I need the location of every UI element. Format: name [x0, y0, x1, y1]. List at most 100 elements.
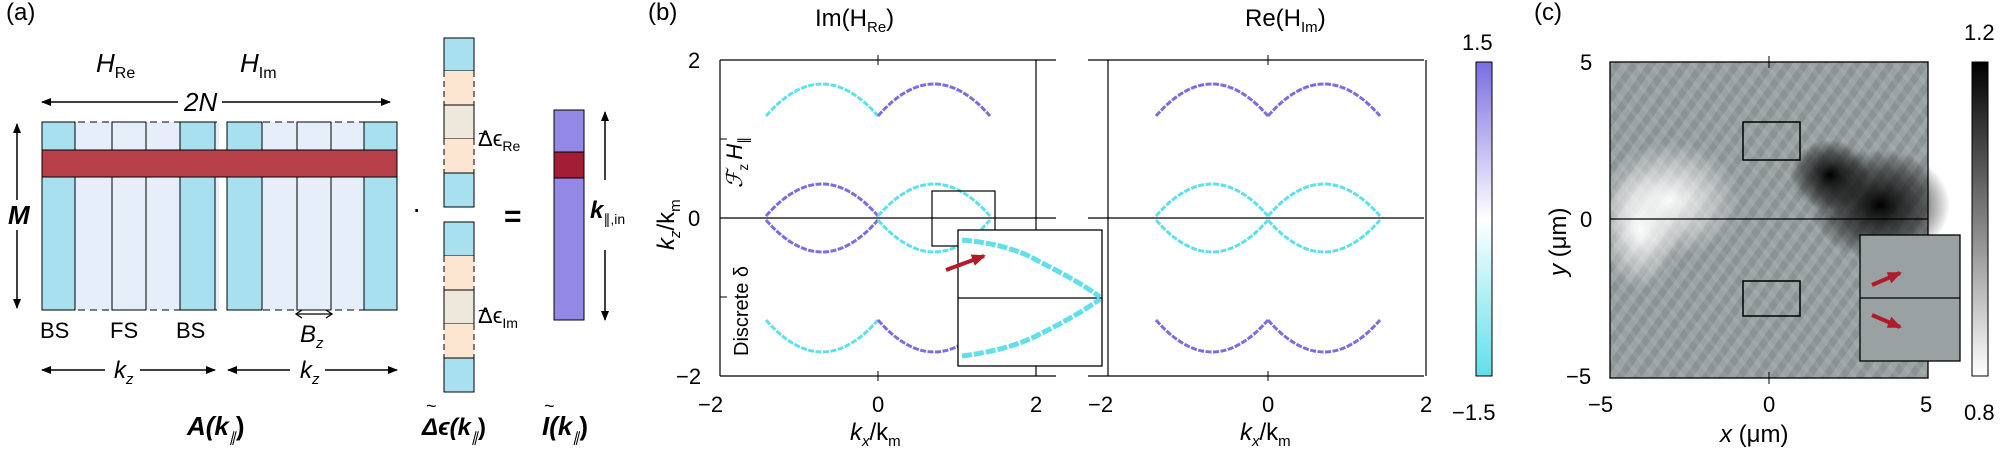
band-arc	[764, 82, 880, 117]
band-arc	[1154, 219, 1270, 254]
x-tick-label: −5	[1588, 392, 1613, 417]
tilde-caption-i: ~	[544, 396, 555, 416]
plot-right	[1088, 55, 1427, 381]
band-arc	[764, 182, 880, 217]
colorbar-b-min: −1.5	[1452, 400, 1495, 425]
colorbar-c-min: 0.8	[1964, 400, 1995, 425]
panel-a-label: (a)	[6, 0, 35, 26]
band-arc	[764, 319, 880, 354]
x-tick-label: 5	[1920, 392, 1932, 417]
y-tick-label: 0	[688, 206, 700, 231]
y-tick-label: 0	[1580, 207, 1592, 232]
col-label-fs: FS	[110, 318, 138, 343]
panel-a: (a) HRe HIm 2N M	[6, 0, 625, 445]
vec-cell	[444, 139, 474, 173]
kz-left-label: kz	[114, 357, 134, 388]
roi-box-bottom	[1742, 280, 1801, 317]
band-arc	[876, 82, 992, 117]
col-label-bs-left: BS	[40, 318, 69, 343]
inset-c-arrow-down	[1871, 313, 1902, 329]
vec-cell	[443, 289, 475, 325]
band-arc	[1266, 319, 1382, 354]
band-arc	[1266, 182, 1382, 217]
x-tick-label: 0	[872, 392, 884, 417]
colorbar-c-max: 1.2	[1964, 20, 1995, 45]
caption-eps: Δϵ(k∥)	[421, 414, 486, 445]
dot-operator: ·	[412, 193, 421, 224]
annotation-fourier: ℱzH∥	[722, 137, 751, 188]
two-n-label: 2N	[183, 87, 217, 117]
vec-cell	[444, 256, 474, 290]
y-tick-label: −2	[676, 364, 701, 389]
x-axis-label-left: kx/km	[850, 419, 901, 450]
k-par-in-label: k∥,in	[590, 197, 625, 227]
colorbar-c	[1971, 61, 1989, 377]
caption-a: A(k∥)	[186, 411, 245, 445]
tilde-re: ~	[478, 124, 489, 144]
y-tick-label: 5	[1580, 50, 1592, 75]
inset-band-lower	[961, 296, 1102, 359]
title-right: Re(HIm)	[1245, 5, 1326, 36]
vec-cell	[443, 221, 475, 257]
vec-cell	[443, 172, 475, 208]
x-tick-label: 0	[1763, 392, 1775, 417]
m-label: M	[8, 200, 31, 230]
col-label-bs-right: BS	[176, 318, 205, 343]
x-axis-label: x (μm)	[1719, 421, 1788, 448]
tilde-caption-eps: ~	[426, 396, 437, 416]
delta-eps-re-label: ΔϵRe	[478, 126, 521, 154]
i-vector-top	[553, 109, 585, 153]
vec-cell	[444, 324, 474, 358]
title-left: Im(HRe)	[815, 5, 894, 36]
band-arc	[1266, 82, 1382, 117]
x-tick-label: 0	[1262, 392, 1274, 417]
band-arc	[1154, 182, 1270, 217]
vec-cell	[444, 71, 474, 105]
y-axis-label: y (μm)	[1545, 208, 1572, 278]
h-im-label: HIm	[240, 48, 277, 82]
bz-bracket-heads	[294, 309, 334, 319]
i-vector-bottom	[553, 177, 585, 321]
plot-left	[719, 55, 1103, 381]
roi-box-top	[1742, 121, 1801, 161]
band-arcs-right	[1154, 82, 1382, 354]
tilde-im: ~	[478, 301, 489, 321]
vec-cell	[443, 104, 475, 140]
band-arc	[764, 219, 880, 254]
x-tick-label: −2	[1088, 392, 1113, 417]
bz-label: Bz	[300, 321, 324, 352]
colorbar-b-max: 1.5	[1462, 30, 1493, 55]
y-tick-label: 2	[688, 48, 700, 73]
delta-eps-im-label: ΔϵIm	[478, 303, 518, 331]
band-arc	[876, 182, 992, 217]
x-tick-label: −2	[698, 392, 723, 417]
inset-c-arrow-up	[1871, 271, 1902, 287]
vec-cell	[443, 357, 475, 393]
i-vector-highlight	[553, 151, 585, 179]
bright-lobe	[1600, 170, 1680, 290]
y-axis-label: kz/km	[653, 199, 684, 250]
inset-band-upper	[961, 237, 1102, 300]
panel-b: (b) Im(HRe) Re(HIm)	[648, 0, 1495, 450]
vec-cell	[443, 37, 475, 72]
band-arc	[1154, 319, 1270, 354]
band-arc	[1266, 219, 1382, 254]
caption-i: I(k∥)	[542, 411, 588, 445]
x-axis-label-right: kx/km	[1240, 419, 1291, 450]
equals-sign: =	[504, 200, 522, 233]
delta-eps-vector	[443, 37, 475, 393]
panel-c: (c) 5 0 −5 −5 0 5 x (μm) y (μm) 1.2 0.8	[1534, 0, 1995, 448]
panel-b-label: (b)	[648, 0, 677, 26]
y-tick-label: −5	[1566, 364, 1591, 389]
inset-red-arrow	[945, 254, 986, 272]
band-arc	[1154, 82, 1270, 117]
h-re-label: HRe	[96, 48, 135, 82]
matrix-row-highlight	[41, 149, 398, 178]
kz-right-label: kz	[300, 357, 320, 388]
panel-c-label: (c)	[1534, 0, 1562, 26]
dark-lobe	[1790, 140, 1870, 210]
x-tick-label: 2	[1030, 392, 1042, 417]
colorbar-b	[1475, 61, 1493, 377]
annotation-discrete-delta: Discrete δ	[731, 266, 753, 356]
